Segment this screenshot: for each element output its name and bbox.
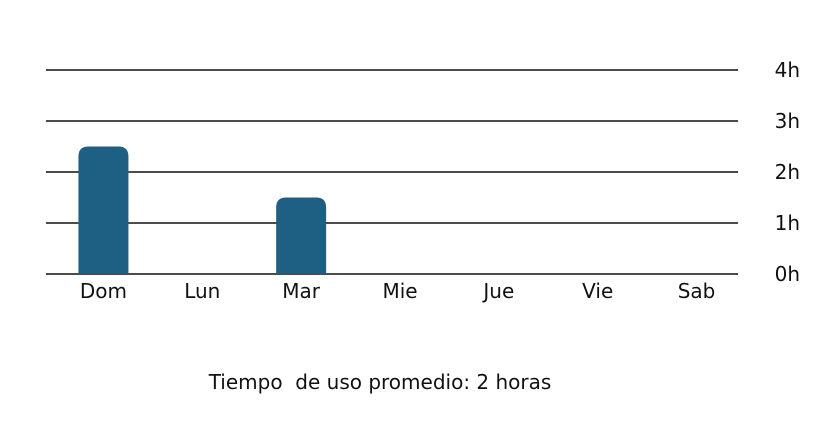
x-tick-jue: Jue [481,279,514,303]
x-tick-sab: Sab [678,279,716,303]
x-tick-dom: Dom [80,279,127,303]
bar-mar [276,197,327,274]
x-axis-ticks: Dom Lun Mar Mie Jue Vie Sab [80,279,716,303]
x-tick-mie: Mie [382,279,417,303]
average-usage-summary: Tiempo de uso promedio: 2 horas [208,370,552,394]
y-tick-label: 2h [775,160,800,184]
x-tick-lun: Lun [184,279,220,303]
bar-dom [78,146,129,274]
x-tick-mar: Mar [282,279,321,303]
y-tick-label: 0h [775,262,800,286]
y-tick-label: 1h [775,211,800,235]
y-axis-ticks: 0h 1h 2h 3h 4h [775,58,800,286]
grid-lines [46,69,738,275]
y-tick-label: 3h [775,109,800,133]
y-tick-label: 4h [775,58,800,82]
x-tick-vie: Vie [582,279,613,303]
bars [78,146,327,274]
